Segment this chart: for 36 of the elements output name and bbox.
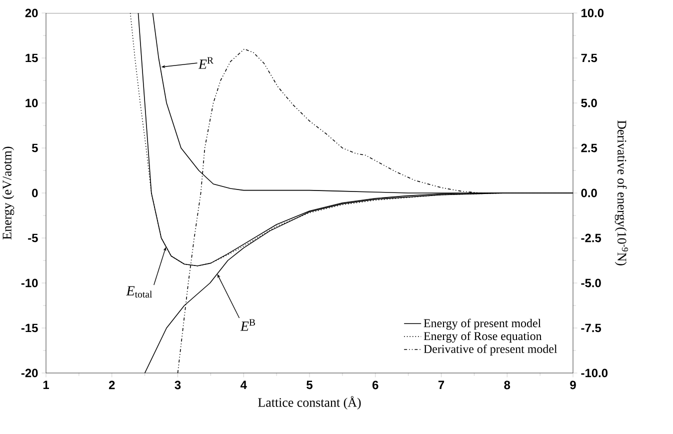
- x-tick-label: 5: [306, 380, 312, 390]
- y-tick-label: -10: [21, 278, 38, 288]
- y-tick-label: 5: [32, 144, 38, 152]
- y-tick-label: -20: [21, 368, 38, 378]
- y-tick-label: 15: [26, 54, 38, 62]
- y2-axis-title: Derivative of energy(10$^{-9}$N): [614, 120, 628, 266]
- y-tick-label: -15: [21, 324, 38, 332]
- y2-tick-label: 10.0: [582, 8, 604, 18]
- annotation: E$^{B}$: [240, 319, 256, 331]
- y2-tick-label: -2.5: [581, 234, 602, 242]
- x-tick-label: 4: [240, 380, 247, 389]
- y2-tick-label: 5.0: [581, 98, 597, 108]
- x-tick-label: 7: [438, 380, 444, 389]
- x-tick-label: 8: [504, 380, 510, 390]
- y-tick-label: 10: [26, 98, 38, 108]
- y2-tick-label: 7.5: [581, 54, 598, 62]
- x-tick-label: 6: [372, 380, 378, 390]
- y-tick-label: 20: [25, 8, 38, 18]
- y-tick-label: 0: [32, 188, 38, 198]
- legend-label: Energy of present model: [424, 318, 541, 330]
- y2-tick-label: -10.0: [581, 368, 608, 378]
- y2-tick-label: -7.5: [581, 324, 602, 332]
- y2-tick-label: 0.0: [581, 188, 597, 198]
- y2-tick-label: 2.5: [581, 144, 598, 152]
- y2-tick-label: -5.0: [581, 278, 601, 288]
- y-axis-title: Energy (eV/aotm): [2, 146, 14, 240]
- y-tick-label: -5: [28, 234, 38, 242]
- x-axis-title: Lattice constant (Å): [258, 396, 361, 410]
- x-tick-label: 1: [43, 380, 49, 389]
- x-tick-label: 9: [570, 380, 576, 390]
- x-tick-label: 2: [108, 380, 115, 390]
- legend-label: Derivative of present model: [424, 344, 558, 356]
- annotation: E$_{total}$: [126, 286, 152, 298]
- legend-label: Energy of Rose equation: [424, 332, 542, 343]
- annotation: E$^{R}$: [198, 57, 214, 69]
- x-tick-label: 3: [174, 380, 181, 390]
